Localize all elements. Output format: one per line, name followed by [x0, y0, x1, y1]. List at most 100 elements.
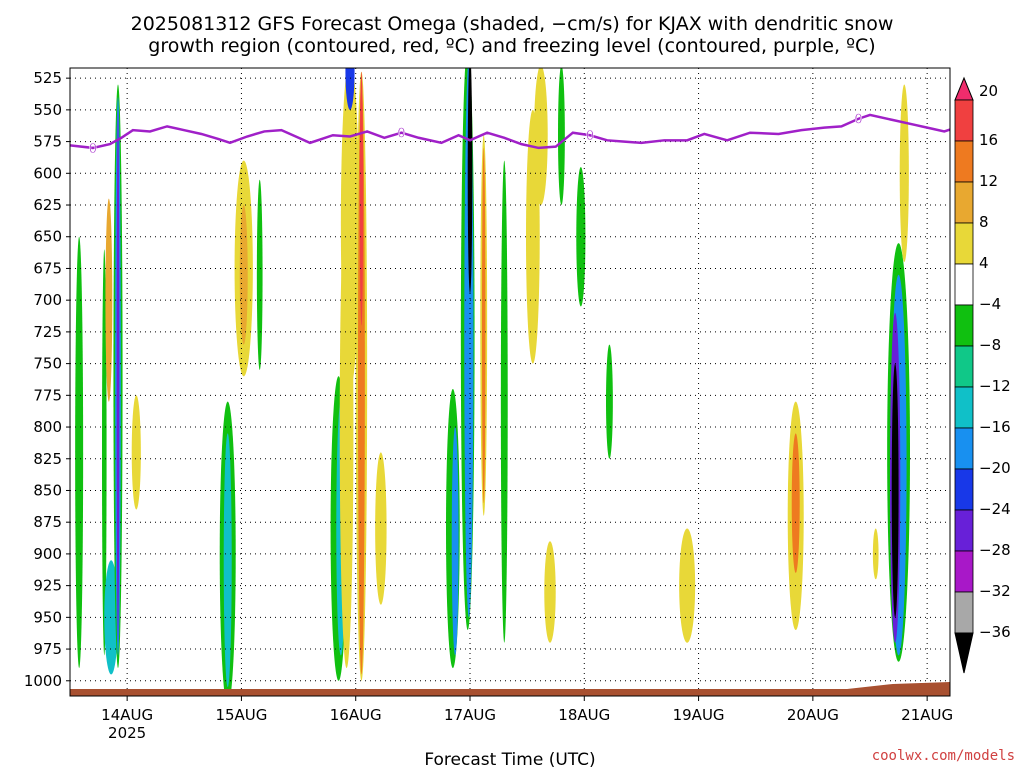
freezing-level-label: 0 [586, 129, 594, 144]
omega-blob [131, 395, 141, 510]
x-tick-year: 2025 [108, 724, 146, 742]
terrain-band [70, 682, 950, 696]
y-tick-label: 1000 [24, 672, 62, 690]
omega-blob [359, 71, 364, 326]
colorbar-label: 4 [979, 254, 989, 272]
x-tick-label: 21AUG [901, 706, 953, 724]
omega-blob [679, 528, 696, 643]
colorbar-label: −8 [979, 336, 1001, 354]
y-tick-label: 650 [33, 228, 62, 246]
omega-blob [358, 78, 365, 675]
colorbar-label: −4 [979, 295, 1001, 313]
colorbar-swatch [954, 509, 974, 552]
omega-blob [256, 179, 263, 370]
omega-blob [223, 433, 232, 688]
colorbar-label: 12 [979, 172, 998, 190]
colorbar-label: −12 [979, 377, 1011, 395]
colorbar-swatch [954, 222, 974, 265]
omega-blob [340, 68, 360, 389]
omega-blob [75, 236, 84, 669]
omega-blob [500, 160, 508, 643]
y-tick-label: 925 [33, 577, 62, 595]
colorbar-label: −16 [979, 418, 1011, 436]
colorbar-top-arrow [954, 76, 974, 101]
x-tick-label: 14AUG [101, 706, 153, 724]
y-tick-label: 725 [33, 323, 62, 341]
omega-blob [544, 541, 556, 643]
x-axis-label: Forecast Time (UTC) [424, 750, 595, 768]
freezing-level-label: 0 [854, 113, 862, 128]
colorbar-swatch [954, 140, 974, 183]
x-tick-label: 20AUG [787, 706, 839, 724]
omega-blob [791, 433, 800, 573]
y-tick-label: 700 [33, 291, 62, 309]
x-tick-label: 17AUG [444, 706, 496, 724]
omega-blob [606, 344, 613, 459]
omega-blob [239, 205, 248, 345]
x-tick-label: 15AUG [215, 706, 267, 724]
omega-blob [375, 452, 387, 605]
y-tick-label: 600 [33, 164, 62, 182]
chart-title-line-1: 2025081312 GFS Forecast Omega (shaded, −… [131, 13, 894, 35]
y-tick-label: 750 [33, 355, 62, 373]
colorbar-label: 20 [979, 82, 998, 100]
omega-blob [105, 198, 113, 402]
omega-blob [467, 68, 473, 294]
freezing-level-contour: 0 0 0 0 [70, 112, 950, 157]
colorbar-label: −20 [979, 459, 1011, 477]
y-tick-label: 950 [33, 608, 62, 626]
colorbar-label: −28 [979, 541, 1011, 559]
y-tick-label: 850 [33, 481, 62, 499]
y-tick-label: 575 [33, 133, 62, 151]
y-tick-label: 775 [33, 386, 62, 404]
colorbar-label: −24 [979, 500, 1011, 518]
y-tick-label: 900 [33, 545, 62, 563]
colorbar-swatch [954, 304, 974, 347]
omega-blob [534, 68, 548, 205]
grid [70, 68, 950, 696]
y-tick-label: 675 [33, 259, 62, 277]
terrain [70, 682, 950, 696]
omega-shading [75, 68, 910, 696]
y-tick-label: 525 [33, 69, 62, 87]
y-tick-label: 825 [33, 450, 62, 468]
omega-blob [558, 68, 565, 205]
y-axis: 525 550 575 600 625 650 675 700 725 750 775 800 825 8… [24, 69, 70, 690]
colorbar-swatch [954, 345, 974, 388]
omega-blob [116, 109, 120, 643]
colorbar-swatch [954, 386, 974, 429]
colorbar-swatch [954, 263, 974, 306]
plot-frame [69, 67, 951, 697]
colorbar-label: −32 [979, 582, 1011, 600]
omega-blob [345, 68, 355, 110]
y-tick-label: 975 [33, 640, 62, 658]
freezing-level-line [70, 113, 950, 150]
colorbar-swatch [954, 427, 974, 470]
colorbar-label: −36 [979, 623, 1011, 641]
freezing-level-label: 0 [397, 127, 405, 142]
colorbar-label: 8 [979, 213, 989, 231]
x-tick-label: 18AUG [558, 706, 610, 724]
chart-title-line-2: growth region (contoured, red, ºC) and f… [148, 35, 875, 57]
colorbar: 20 16 12 8 4 −4 −8 −12 −16 −20 −24 −28 −32 −36 [954, 76, 1011, 674]
x-tick-label: 19AUG [673, 706, 725, 724]
colorbar-swatch [954, 468, 974, 511]
omega-blob [104, 560, 119, 675]
omega-blob [482, 147, 486, 504]
colorbar-label: 16 [979, 131, 998, 149]
colorbar-swatch [954, 591, 974, 634]
y-tick-label: 550 [33, 101, 62, 119]
freezing-level-label: 0 [89, 142, 97, 157]
colorbar-swatch [954, 550, 974, 593]
y-tick-label: 625 [33, 196, 62, 214]
x-tick-label: 16AUG [330, 706, 382, 724]
credit-text: coolwx.com/models [872, 748, 1015, 764]
colorbar-swatch [954, 181, 974, 224]
omega-blob [899, 84, 909, 263]
y-tick-label: 875 [33, 513, 62, 531]
omega-blob [451, 427, 459, 656]
colorbar-bottom-arrow [954, 632, 974, 674]
y-tick-label: 800 [33, 418, 62, 436]
